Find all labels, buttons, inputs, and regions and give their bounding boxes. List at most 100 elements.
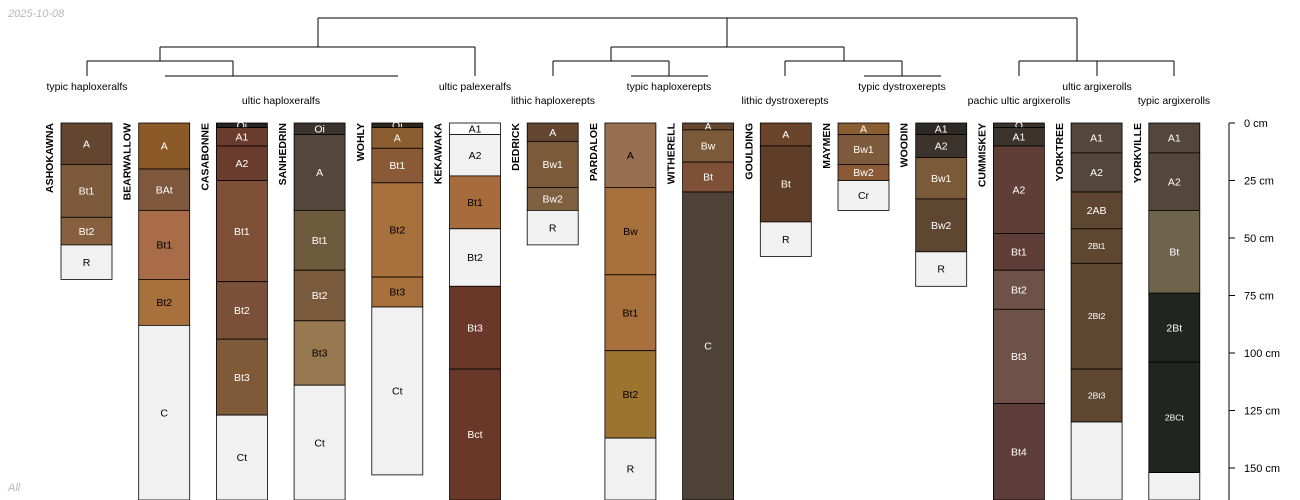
horizon xyxy=(215,180,268,283)
horizon-label: Bt1 xyxy=(234,226,250,238)
horizon xyxy=(993,308,1045,404)
horizon-label: R xyxy=(83,257,91,269)
horizon xyxy=(215,145,268,181)
profile-label: WOODIN xyxy=(899,123,911,167)
horizon xyxy=(915,157,968,200)
horizon xyxy=(371,182,424,278)
horizon-label: A1 xyxy=(1090,133,1103,145)
horizon xyxy=(1070,191,1123,230)
horizon xyxy=(1148,209,1201,294)
horizon-label: Bt2 xyxy=(79,226,95,238)
horizon-label: Oi xyxy=(314,123,325,135)
horizon-label: 2Bt3 xyxy=(1088,391,1106,401)
horizon xyxy=(371,147,424,184)
subgroup-label: lithic haploxerepts xyxy=(511,95,595,107)
horizon xyxy=(138,278,191,326)
horizon-label: Oi xyxy=(392,120,403,132)
horizon xyxy=(1070,122,1123,154)
horizon xyxy=(1070,262,1123,370)
horizon-label: Bw1 xyxy=(931,173,952,185)
horizon xyxy=(993,269,1045,310)
soil-profile: DEDRICK A Bw1 Bw2 R xyxy=(510,123,579,246)
soil-profile: BEARWALLOW A BAt Bt1 Bt2 C xyxy=(122,122,191,500)
horizon-label: A2 xyxy=(235,158,248,170)
horizon-label: 2Bt1 xyxy=(1088,241,1106,251)
depth-tick-label: 25 cm xyxy=(1244,176,1274,188)
horizon xyxy=(837,134,890,165)
horizon-label: R xyxy=(937,264,945,276)
horizon xyxy=(371,306,424,476)
horizon-label: Bt2 xyxy=(312,290,328,302)
horizon-label: Bw xyxy=(701,141,716,153)
horizon xyxy=(1148,152,1201,211)
horizon-label: R xyxy=(627,464,635,476)
horizon-label: Bw2 xyxy=(542,194,563,206)
horizon-label: Bt2 xyxy=(1011,284,1027,296)
date-stamp: 2025-10-08 xyxy=(8,8,65,20)
horizon-label: Bw1 xyxy=(542,159,563,171)
profile-label: SANHEDRIN xyxy=(277,123,289,185)
horizon xyxy=(138,168,191,211)
horizon-label: A2 xyxy=(935,141,948,153)
subgroup-label: typic dystroxerepts xyxy=(858,81,946,93)
horizon-label: Bt2 xyxy=(623,389,639,401)
horizon xyxy=(1148,361,1201,474)
soil-profile: WOHLY OiA Bt1 Bt2 Bt3 Ct xyxy=(355,120,424,476)
horizon xyxy=(293,320,346,386)
subgroup-label: pachic ultic argixerolls xyxy=(968,95,1071,107)
depth-tick-label: 125 cm xyxy=(1244,406,1280,418)
horizon-label: 2Bt2 xyxy=(1088,311,1106,321)
horizon xyxy=(604,350,657,439)
soil-profile: ASHOKAWNA A Bt1 Bt2 R xyxy=(44,123,113,280)
horizon-label: Bw xyxy=(623,226,638,238)
horizon xyxy=(449,368,501,500)
subset-label: All xyxy=(8,482,21,494)
horizon xyxy=(1070,421,1123,500)
subgroup-label: typic haploxeralfs xyxy=(46,81,127,93)
horizon xyxy=(293,134,346,211)
subgroup-label: lithic dystroxerepts xyxy=(742,95,829,107)
subgroup-label: typic haploxerepts xyxy=(627,81,712,93)
horizon-label: Bt3 xyxy=(467,322,483,334)
horizon-label: Bt3 xyxy=(389,287,405,299)
horizon xyxy=(604,274,657,352)
soil-profile: SANHEDRIN Oi A Bt1 Bt2 Bt3 Ct xyxy=(277,122,346,500)
horizon-label: Ct xyxy=(314,437,325,449)
subgroup-label: ultic palexeralfs xyxy=(439,81,511,93)
horizon-label: A1 xyxy=(235,131,248,143)
horizon-label: R xyxy=(782,234,790,246)
horizon xyxy=(449,175,501,230)
soil-profile: WITHERELL A Bw Bt C xyxy=(666,121,734,500)
horizon-label: Bt2 xyxy=(234,305,250,317)
profile-label: GOULDING xyxy=(743,123,755,180)
profile-label: YORKVILLE xyxy=(1132,123,1144,183)
horizon-label: Bw1 xyxy=(853,144,874,156)
profile-label: BEARWALLOW xyxy=(122,123,134,200)
profile-label: WITHERELL xyxy=(666,122,678,184)
horizon-label: A1 xyxy=(1168,133,1181,145)
horizon xyxy=(604,122,657,188)
horizon-label: Bw2 xyxy=(931,220,952,232)
horizon-label: Bt xyxy=(1169,246,1179,258)
depth-axis: 0 cm 25 cm 50 cm 75 cm 100 cm 125 cm 150 cm xyxy=(1228,118,1280,500)
horizon-label: C xyxy=(704,341,712,353)
depth-tick-label: 75 cm xyxy=(1244,291,1274,303)
horizon xyxy=(526,140,579,188)
subgroup-labels: typic haploxeralfs ultic haploxeralfs ulti… xyxy=(46,81,1210,107)
horizon xyxy=(604,437,657,500)
horizon xyxy=(682,161,734,193)
profile-label: ASHOKAWNA xyxy=(44,123,56,193)
horizon-label: A xyxy=(860,123,867,135)
horizon-label: 2BCt xyxy=(1165,412,1185,422)
horizon-label: C xyxy=(160,407,168,419)
horizon-label: Bt2 xyxy=(389,225,405,237)
soil-profile: GOULDING A Bt R xyxy=(743,122,812,257)
subgroup-label: ultic haploxeralfs xyxy=(242,95,320,107)
soil-profile: YORKTREE A1 A2 2AB 2Bt1 2Bt2 2Bt3 xyxy=(1054,122,1123,500)
depth-tick-label: 100 cm xyxy=(1244,348,1280,360)
horizon-label: A xyxy=(549,127,556,139)
horizon-label: A xyxy=(83,138,90,150)
soil-profile: WOODIN A1 A2 Bw1 Bw2 R xyxy=(899,122,968,287)
horizon-label: A2 xyxy=(1090,167,1103,179)
horizon xyxy=(215,281,268,340)
